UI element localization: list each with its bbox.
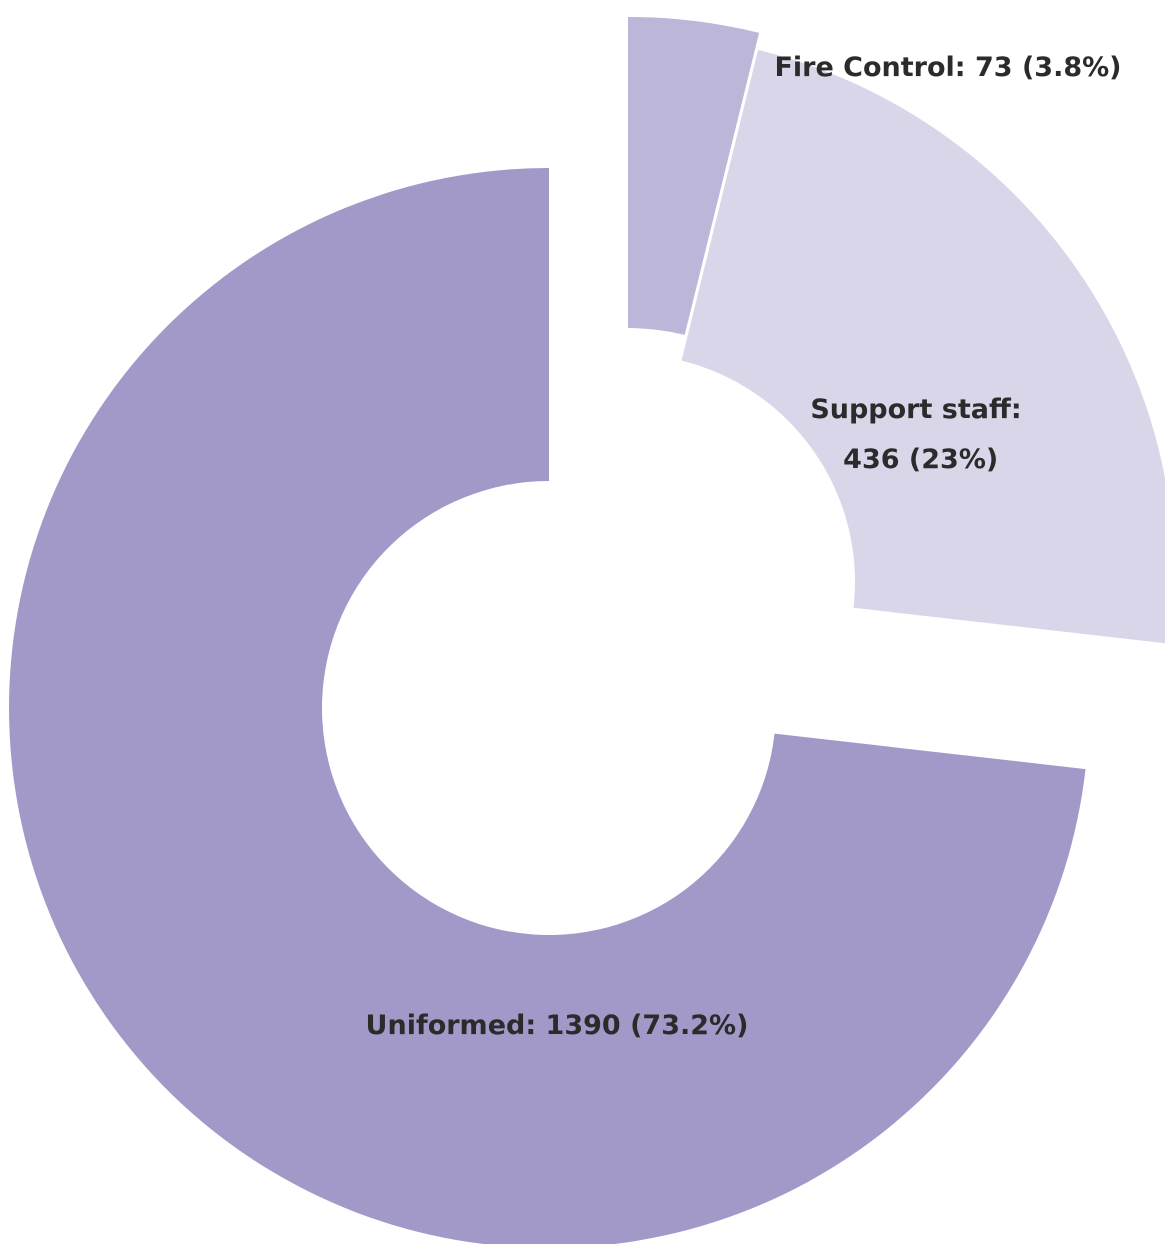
chart-slices <box>9 17 1165 1244</box>
slice-fire-control <box>628 17 760 335</box>
slice-support-staff <box>681 49 1165 644</box>
label-uniformed: Uniformed: 1390 (73.2%) <box>366 1010 749 1041</box>
label-fire-control: Fire Control: 73 (3.8%) <box>774 52 1121 83</box>
label-line: 436 (23%) <box>834 444 998 475</box>
chart-labels: Uniformed: 1390 (73.2%) Fire Control: 73 … <box>366 52 1122 1041</box>
slice-uniformed <box>9 168 1086 1244</box>
label-line: Uniformed: 1390 (73.2%) <box>366 1010 749 1041</box>
label-line: Fire Control: 73 (3.8%) <box>774 52 1121 83</box>
label-line: Support staff: <box>810 394 1021 425</box>
label-support-staff: Support staff: 436 (23%) <box>810 394 1021 475</box>
